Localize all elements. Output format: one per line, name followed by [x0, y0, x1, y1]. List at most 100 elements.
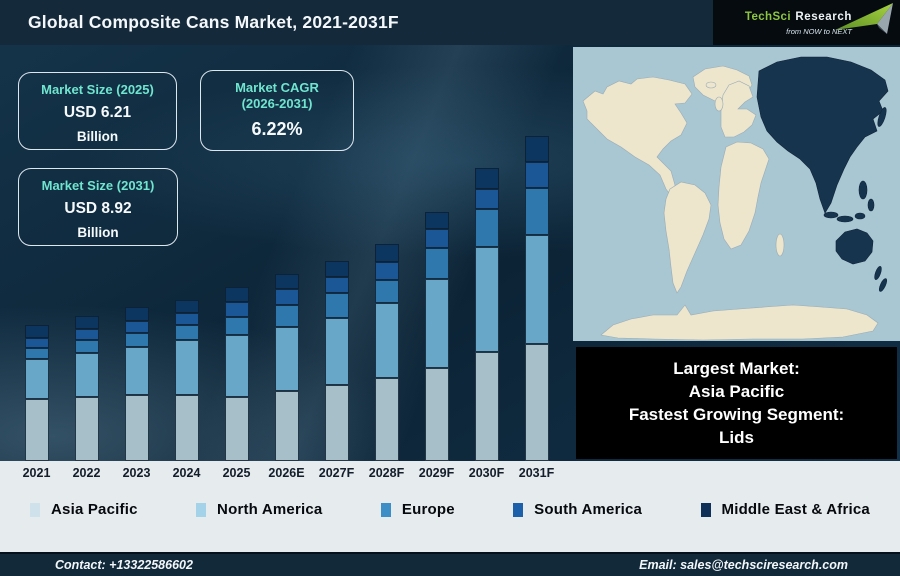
- bar-segment-north-america: [474, 247, 499, 352]
- legend-swatch-north-america: [196, 502, 207, 517]
- bar-segment-europe: [374, 280, 399, 303]
- bar-segment-south-america: [124, 321, 149, 333]
- bar-segment-middle-east-africa: [74, 316, 99, 329]
- bar-segment-asia-pacific: [524, 344, 549, 461]
- bar-segment-north-america: [74, 353, 99, 397]
- bar-2024: [174, 300, 199, 461]
- year-label-2026E: 2026E: [268, 466, 305, 480]
- bar-segment-south-america: [174, 313, 199, 325]
- bar-segment-asia-pacific: [474, 352, 499, 461]
- year-label-2022: 2022: [72, 466, 101, 480]
- logo-brand-secondary: Research: [795, 11, 852, 23]
- bar-2022: [74, 316, 99, 461]
- stat-value: USD 6.21: [63, 104, 132, 121]
- bar-segment-south-america: [74, 329, 99, 340]
- bar-segment-south-america: [24, 338, 49, 348]
- year-label-2031F: 2031F: [518, 466, 555, 480]
- map-iceland: [705, 81, 717, 89]
- bar-segment-asia-pacific: [274, 391, 299, 461]
- bar-segment-europe: [524, 188, 549, 235]
- legend-label: North America: [217, 501, 323, 518]
- year-label-2021: 2021: [22, 466, 51, 480]
- bar-segment-middle-east-africa: [224, 287, 249, 302]
- bar-segment-europe: [174, 325, 199, 340]
- legend-item-middle-east-africa: Middle East & Africa: [700, 501, 870, 518]
- bar-2025: [224, 287, 249, 461]
- bar-segment-south-america: [524, 162, 549, 188]
- stat-box-market-cagr: Market CAGR (2026-2031) 6.22%: [200, 70, 354, 151]
- callout-fastest-segment-value: Lids: [719, 428, 754, 447]
- bar-segment-middle-east-africa: [474, 168, 499, 189]
- stat-value: USD 8.92: [64, 200, 132, 217]
- bar-segment-north-america: [174, 340, 199, 395]
- main-area: Market Size (2025) USD 6.21 Billion Mark…: [0, 45, 900, 461]
- bar-segment-north-america: [224, 335, 249, 397]
- world-map: [573, 47, 900, 341]
- bar-segment-south-america: [474, 189, 499, 209]
- map-asia: [756, 56, 889, 214]
- bar-segment-europe: [224, 317, 249, 335]
- bar-segment-asia-pacific: [424, 368, 449, 461]
- legend-swatch-south-america: [513, 502, 524, 517]
- bar-segment-middle-east-africa: [524, 136, 549, 162]
- map-africa: [717, 141, 770, 250]
- logo-brand-primary: TechSci: [744, 11, 791, 23]
- map-uk: [714, 96, 724, 112]
- bar-segment-south-america: [224, 302, 249, 317]
- bar-2023: [124, 307, 149, 461]
- map-north-america: [582, 76, 693, 198]
- bar-segment-europe: [24, 348, 49, 359]
- bar-segment-asia-pacific: [224, 397, 249, 461]
- bar-segment-middle-east-africa: [124, 307, 149, 321]
- legend-label: South America: [534, 501, 643, 518]
- logo-arrow-icon: [835, 3, 893, 34]
- page-title: Global Composite Cans Market, 2021-2031F: [28, 12, 399, 32]
- legend-item-north-america: North America: [196, 501, 322, 518]
- year-label-2024: 2024: [172, 466, 201, 480]
- bar-2031F: [524, 136, 549, 461]
- bar-segment-north-america: [124, 347, 149, 395]
- bar-segment-europe: [74, 340, 99, 353]
- bar-segment-middle-east-africa: [174, 300, 199, 313]
- bar-segment-north-america: [524, 235, 549, 344]
- map-europe: [720, 80, 757, 138]
- legend-item-europe: Europe: [380, 501, 455, 518]
- bar-segment-south-america: [324, 277, 349, 293]
- map-madagascar: [775, 233, 785, 257]
- callout-box: Largest Market: Asia Pacific Fastest Gro…: [576, 347, 897, 459]
- legend-item-asia-pacific: Asia Pacific: [30, 501, 138, 518]
- legend-item-south-america: South America: [513, 501, 642, 518]
- bar-segment-middle-east-africa: [274, 274, 299, 289]
- stat-box-market-size-2025: Market Size (2025) USD 6.21 Billion: [18, 72, 177, 150]
- map-antarctica: [600, 304, 879, 341]
- techsci-logo: TechSci Research from NOW to NEXT: [713, 0, 900, 45]
- bar-segment-south-america: [424, 229, 449, 248]
- stat-value: 6.22%: [251, 119, 303, 139]
- legend-swatch-europe: [380, 502, 391, 517]
- bar-segment-south-america: [274, 289, 299, 305]
- bar-segment-north-america: [324, 318, 349, 385]
- bar-segment-north-america: [374, 303, 399, 378]
- legend-label: Middle East & Africa: [721, 501, 870, 518]
- bar-segment-europe: [274, 305, 299, 327]
- stat-box-market-size-2031: Market Size (2031) USD 8.92 Billion: [18, 168, 178, 246]
- callout-largest-market-label: Largest Market:: [673, 359, 800, 378]
- bar-2030F: [474, 168, 499, 461]
- map-south-america: [663, 181, 712, 294]
- bar-segment-asia-pacific: [374, 378, 399, 461]
- stat-label-line2: (2026-2031): [241, 96, 313, 111]
- year-label-2030F: 2030F: [468, 466, 505, 480]
- bar-segment-europe: [424, 248, 449, 279]
- footer-bar: Contact: +13322586602 Email: sales@techs…: [0, 552, 900, 576]
- stat-unit: Billion: [77, 225, 119, 240]
- map-australia: [835, 228, 874, 265]
- bar-segment-asia-pacific: [124, 395, 149, 461]
- bar-2029F: [424, 212, 449, 461]
- logo-text: TechSci Research from NOW to NEXT: [745, 9, 852, 38]
- year-label-2028F: 2028F: [368, 466, 405, 480]
- bar-2021: [24, 325, 49, 461]
- bar-2027F: [324, 261, 349, 461]
- bar-segment-europe: [324, 293, 349, 318]
- stacked-bar-chart: [0, 45, 573, 461]
- year-label-2029F: 2029F: [418, 466, 455, 480]
